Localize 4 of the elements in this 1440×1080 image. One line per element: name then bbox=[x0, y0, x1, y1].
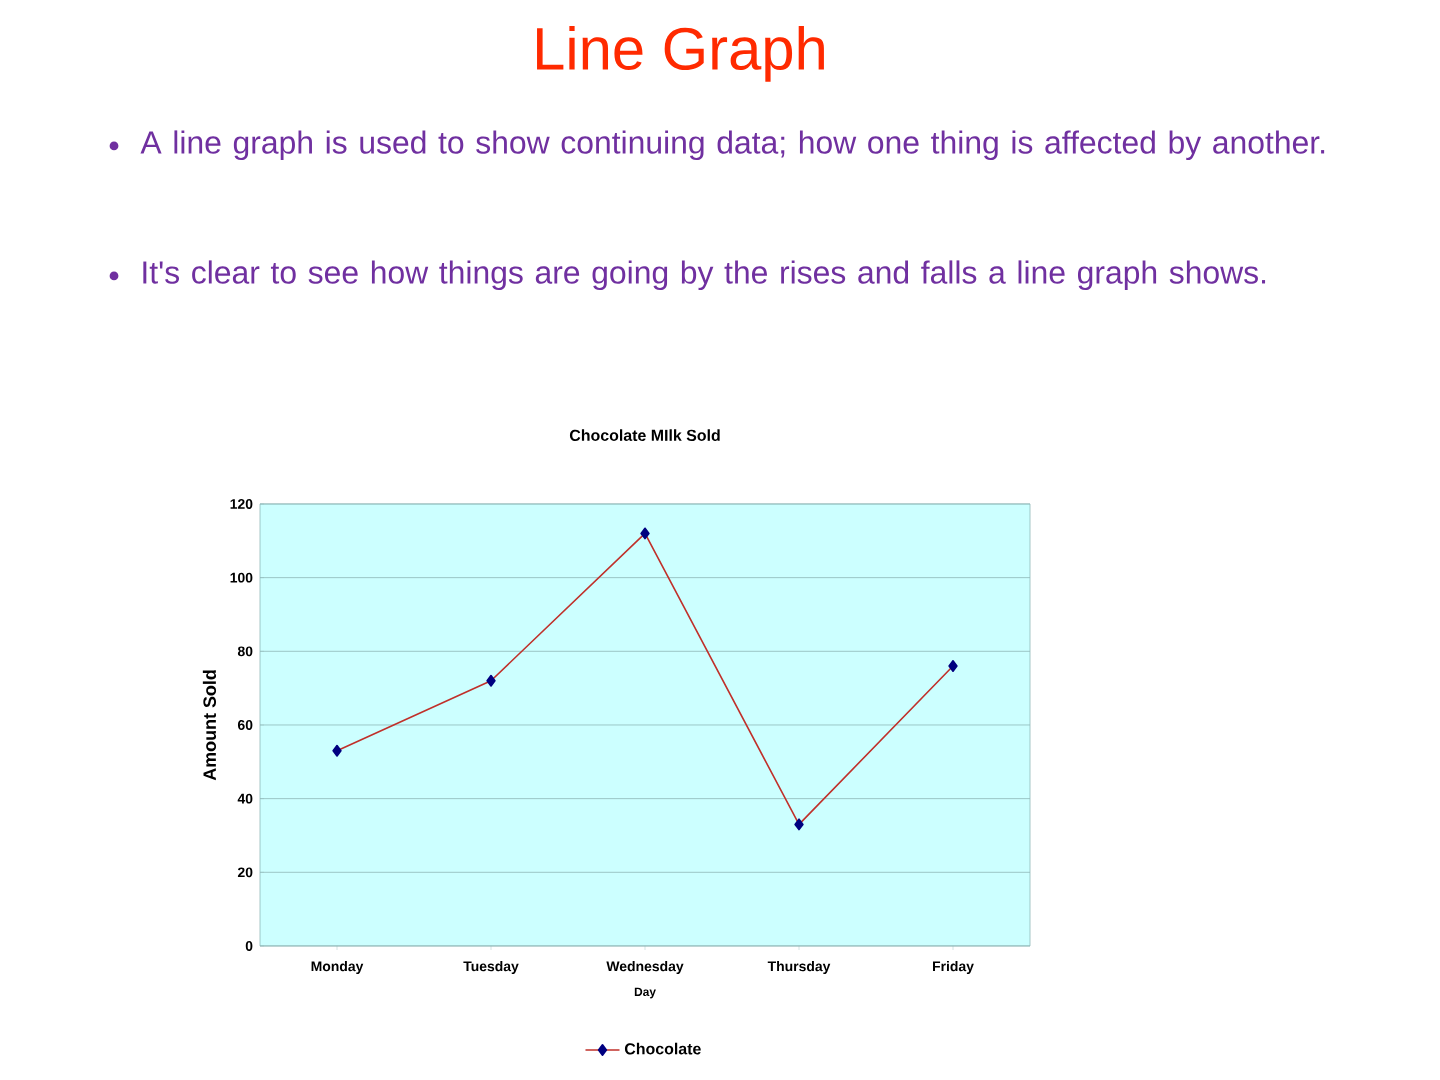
text: Line Graph bbox=[537, 26, 824, 82]
text: A line graph is used to show continuing data; how one thing is affected by another. bbox=[140, 130, 1325, 161]
y-axis-title: Amount Sold bbox=[202, 670, 217, 781]
text: It's clear to see how things are going by the rises and falls a line graph shows. bbox=[143, 260, 1266, 291]
